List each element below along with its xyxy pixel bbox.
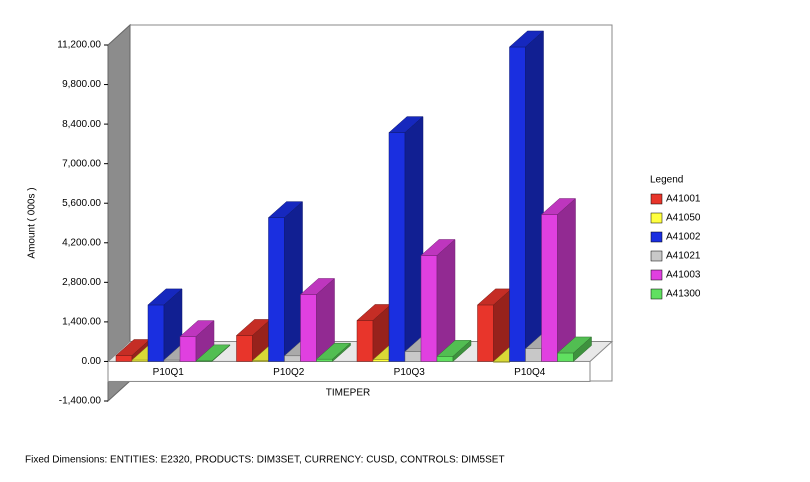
bar-side [211, 344, 231, 363]
footer: Fixed Dimensions: ENTITIES: E2320, PRODU… [25, 455, 505, 466]
legend-swatch [650, 193, 663, 205]
bar-front [316, 358, 333, 362]
y-tick-label: 0.00 [82, 356, 102, 367]
legend-swatch [650, 250, 663, 262]
x-axis-label: TIMEPER [326, 388, 370, 399]
x-tick-label: P10Q2 [273, 367, 305, 378]
legend-swatch [650, 231, 663, 243]
legend-label: A41003 [666, 270, 701, 281]
y-tick-label: 1,400.00 [62, 317, 101, 328]
bar-front [436, 356, 454, 362]
bar-side [557, 197, 576, 363]
category-axis-box [107, 360, 591, 382]
legend-swatch [650, 212, 663, 224]
y-tick-label: 7,000.00 [62, 158, 101, 169]
x-tick-label: P10Q4 [514, 367, 546, 378]
bar [179, 320, 215, 363]
legend-swatch [650, 288, 663, 300]
y-tick-label: 5,600.00 [62, 198, 101, 209]
y-tick-label: 11,200.00 [57, 40, 101, 51]
bar [540, 197, 577, 363]
x-tick-label: P10Q3 [394, 367, 426, 378]
bar-side [452, 339, 472, 363]
bar [436, 339, 472, 363]
bar [267, 201, 304, 363]
bar [235, 318, 272, 363]
legend-swatch [650, 269, 663, 281]
y-axis-label: Amount ( 000s ) [27, 187, 38, 258]
bar [195, 344, 231, 363]
bar-front [284, 355, 301, 362]
bar-side [525, 30, 544, 363]
bar [315, 342, 352, 363]
legend-label: A41300 [666, 289, 701, 300]
bar-front [179, 336, 197, 362]
bar [356, 303, 392, 363]
bar-side [284, 201, 303, 363]
bar [388, 116, 424, 363]
bar-front [404, 351, 422, 362]
y-tick-label: 4,200.00 [62, 237, 101, 248]
legend-label: A41002 [666, 232, 701, 243]
bar-front [420, 255, 438, 362]
bar [556, 336, 593, 363]
bar-front [147, 304, 165, 362]
legend-label: A41001 [666, 194, 701, 205]
bar-side [573, 336, 592, 363]
y-tick-label: 2,800.00 [62, 277, 101, 288]
bar-front [557, 352, 574, 362]
bar-side [332, 342, 351, 363]
bar [420, 238, 456, 363]
y-tick-label: 9,800.00 [62, 79, 101, 90]
bar-front [509, 46, 526, 362]
bar-front [525, 348, 542, 362]
bar-front [236, 335, 253, 362]
bar-front [477, 304, 494, 362]
bar-front [388, 132, 406, 362]
legend-label: A41050 [666, 213, 701, 224]
bar-front [356, 320, 374, 362]
bar-front [372, 359, 390, 362]
bar-front [300, 294, 317, 362]
bar-front [268, 217, 285, 362]
bar [476, 288, 513, 363]
bar-side [404, 116, 424, 363]
legend-title: Legend [650, 175, 683, 186]
y-tick-label: 8,400.00 [62, 119, 101, 130]
bar-front [115, 355, 133, 362]
y-tick-label: -1,400.00 [59, 396, 102, 407]
legend-label: A41021 [666, 251, 701, 262]
bar [299, 277, 336, 363]
x-tick-label: P10Q1 [153, 367, 185, 378]
bar [147, 288, 183, 363]
bar [508, 30, 545, 363]
bar-front [541, 214, 558, 362]
